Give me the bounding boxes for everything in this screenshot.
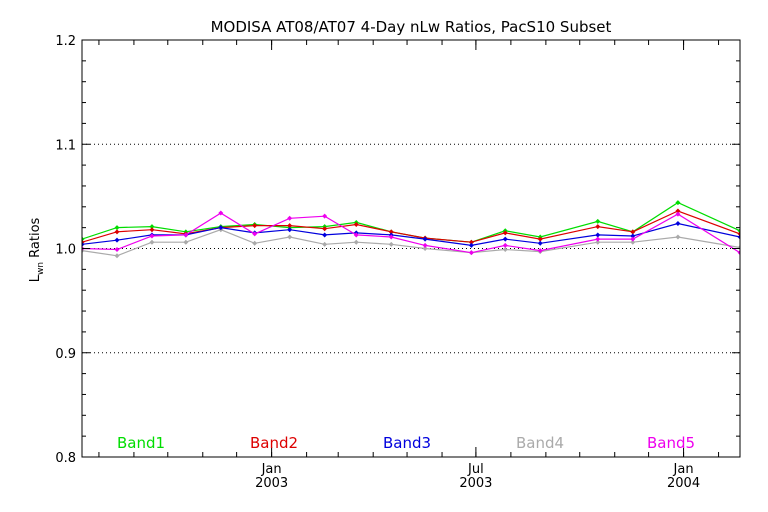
data-point <box>502 247 508 253</box>
series-band1 <box>82 200 740 245</box>
data-point <box>149 224 155 230</box>
data-point <box>183 232 189 238</box>
x-tick-label-year: 2003 <box>255 476 288 491</box>
series-line <box>82 229 740 257</box>
data-point <box>537 240 543 246</box>
data-point <box>287 234 293 240</box>
series-band2 <box>82 208 740 245</box>
data-point <box>322 226 328 232</box>
legend-entry-band5: Band5 <box>647 434 695 452</box>
data-point <box>737 250 740 256</box>
y-tick-label: 1.1 <box>55 138 76 153</box>
data-point <box>388 229 394 235</box>
y-tick-label: 1.2 <box>55 34 76 49</box>
data-point <box>353 239 359 245</box>
data-point <box>737 231 740 237</box>
y-tick-label: 0.9 <box>55 347 76 362</box>
data-point <box>502 230 508 236</box>
data-point <box>675 211 681 217</box>
data-point <box>675 200 681 206</box>
data-point <box>287 215 293 221</box>
data-point <box>675 208 681 214</box>
data-point <box>422 246 428 251</box>
data-point <box>149 233 155 239</box>
data-point <box>252 231 258 237</box>
data-point <box>218 225 224 231</box>
data-point <box>218 210 224 216</box>
data-point <box>630 236 636 242</box>
data-point <box>82 236 85 242</box>
data-point <box>149 227 155 233</box>
x-tick-label-year: 2003 <box>459 476 492 491</box>
chart-title: MODISA AT08/AT07 4-Day nLw Ratios, PacS1… <box>211 18 612 36</box>
data-point <box>595 224 601 230</box>
data-point <box>468 242 474 248</box>
data-point <box>388 234 394 240</box>
data-point <box>630 233 636 239</box>
data-point <box>468 250 474 256</box>
series-line <box>82 201 740 243</box>
legend-entry-band4: Band4 <box>516 434 564 452</box>
data-point <box>737 234 740 240</box>
data-point <box>422 236 428 242</box>
y-axis-label-subscript: wn <box>36 262 46 275</box>
data-point <box>468 239 474 245</box>
series-band5 <box>82 210 740 256</box>
series-line <box>82 212 740 254</box>
data-point <box>422 242 428 248</box>
data-point <box>183 239 189 245</box>
data-point <box>287 227 293 233</box>
legend: Band1 Band2 Band3 Band4 Band5 <box>117 434 695 452</box>
grid-lines <box>82 143 740 354</box>
data-point <box>114 253 120 259</box>
data-point <box>322 213 328 219</box>
data-point <box>353 222 359 228</box>
data-point <box>630 239 636 245</box>
y-tick-label: 1.0 <box>55 243 76 258</box>
x-tick-label-month: Jul <box>467 462 484 477</box>
data-point <box>287 223 293 229</box>
series-band4 <box>82 227 740 259</box>
x-tick-label-month: Jan <box>261 462 282 477</box>
legend-entry-band1: Band1 <box>117 434 165 452</box>
data-point <box>595 236 601 242</box>
data-point <box>322 232 328 238</box>
x-tick-label-year: 2004 <box>667 476 700 491</box>
data-point <box>595 232 601 238</box>
data-point <box>595 218 601 224</box>
data-point <box>595 239 601 245</box>
data-point <box>737 228 740 234</box>
data-point <box>82 241 85 247</box>
x-tick-label-month: Jan <box>673 462 694 477</box>
data-point <box>388 241 394 247</box>
data-point <box>114 237 120 243</box>
series-layer <box>82 200 740 259</box>
legend-entry-band3: Band3 <box>383 434 431 452</box>
data-point <box>675 220 681 226</box>
y-axis-label-rest: Ratios <box>28 217 43 262</box>
data-point <box>537 236 543 242</box>
data-point <box>114 247 120 253</box>
data-point <box>252 240 258 246</box>
data-point <box>149 239 155 245</box>
data-point <box>252 223 258 229</box>
data-point <box>353 232 359 238</box>
legend-entry-band2: Band2 <box>250 434 298 452</box>
data-point <box>630 229 636 235</box>
data-point <box>502 242 508 248</box>
data-point <box>114 225 120 231</box>
y-axis-label-main: L <box>28 274 43 282</box>
y-axis: 0.8 0.9 1.0 1.1 1.2 <box>55 34 740 466</box>
data-point <box>537 248 543 254</box>
y-tick-label: 0.8 <box>55 451 76 466</box>
data-point <box>502 236 508 242</box>
data-point <box>322 241 328 247</box>
y-axis-label: Lwn Ratios <box>28 217 46 282</box>
series-line <box>82 210 740 243</box>
data-point <box>675 234 681 240</box>
data-point <box>114 229 120 235</box>
